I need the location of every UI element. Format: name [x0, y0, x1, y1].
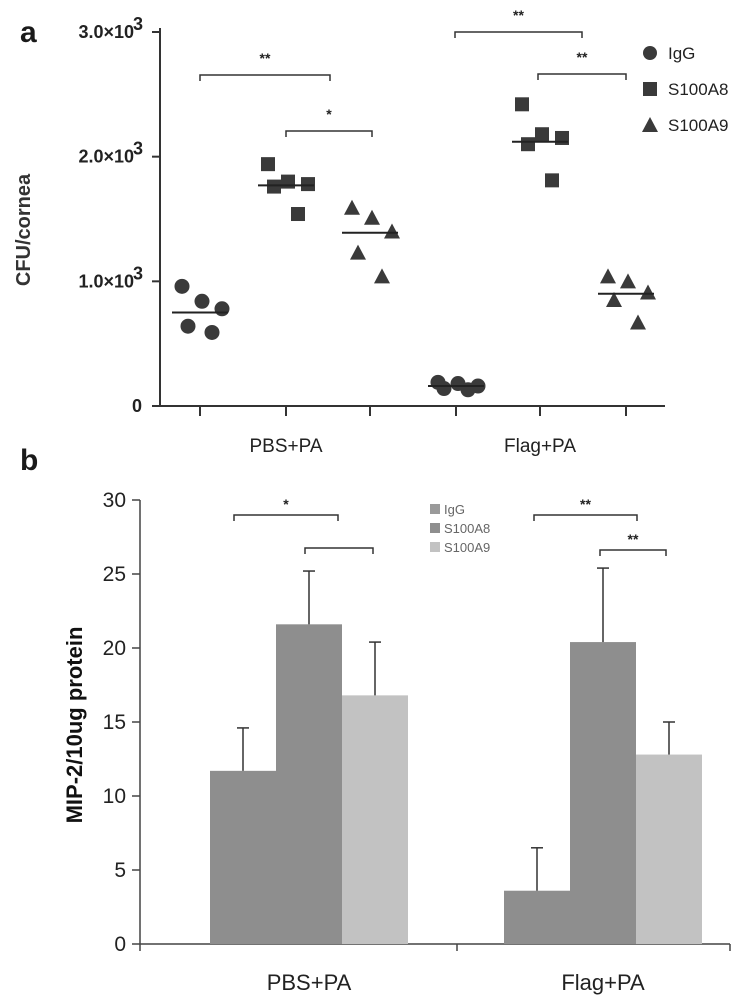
panel-b-y-axis-label: MIP-2/10ug protein — [62, 627, 87, 824]
panel-a-point-igg — [180, 318, 196, 334]
panel-b-significance-bracket — [533, 514, 638, 521]
panel-a-points — [174, 97, 656, 398]
panel-a-significance-label: ** — [260, 50, 271, 66]
panel-b-bar-s100a9 — [342, 695, 408, 944]
panel-a-significance: ******* — [199, 7, 627, 137]
panel-a-point-s100a9 — [344, 199, 360, 215]
panel-b-bar-s100a8 — [276, 624, 342, 944]
panel-a-point-s100a9 — [350, 244, 366, 260]
panel-a-legend-marker-igg — [643, 46, 657, 60]
panel-b-y-tick-label: 20 — [103, 637, 126, 660]
panel-a-point-s100a8 — [291, 207, 305, 222]
panel-a-point-igg — [460, 382, 476, 398]
panel-a-point-s100a8 — [267, 179, 281, 194]
panel-a-point-s100a8 — [545, 173, 559, 188]
panel-b-significance-bracket — [304, 547, 374, 554]
panel-b-x-categories: PBS+PA Flag+PA — [267, 970, 645, 995]
panel-a-point-igg — [174, 278, 190, 294]
panel-a-legend-label-s100a8: S100A8 — [668, 80, 729, 99]
panel-a-point-igg — [194, 293, 210, 309]
panel-a-y-tick-label: 3.0×10 — [78, 22, 134, 42]
panel-a-point-s100a9 — [374, 268, 390, 284]
panel-a-point-s100a9 — [606, 292, 622, 308]
panel-a-legend-marker-s100a8 — [643, 82, 657, 96]
panel-b-significance-label: ** — [628, 531, 639, 547]
panel-a-significance-bracket — [199, 74, 331, 81]
panel-b-y-tick-label: 15 — [103, 711, 126, 734]
panel-a-point-igg — [436, 381, 452, 397]
panel-b-y-tick-label: 0 — [114, 933, 126, 956]
panel-a-point-s100a9 — [620, 273, 636, 289]
panel-b-y-tick-label: 25 — [103, 563, 126, 586]
panel-b-bars — [210, 624, 702, 944]
panel-b-bar-igg — [210, 770, 276, 944]
panel-a-letter: a — [20, 16, 37, 49]
panel-a-point-s100a8 — [521, 137, 535, 152]
panel-b-significance-bracket — [233, 514, 339, 521]
panel-b-y-tick-label: 10 — [103, 785, 126, 808]
panel-b-legend: IgG S100A8 S100A9 — [430, 502, 490, 555]
panel-b-legend-swatch-s100a9 — [430, 542, 440, 552]
panel-a-point-igg — [204, 324, 220, 340]
panel-a-category-pbs-pa: PBS+PA — [249, 436, 322, 457]
panel-b-y-ticks: 0 5 10 15 20 25 30 — [103, 489, 140, 956]
panel-a-point-s100a9 — [600, 268, 616, 284]
panel-b-category-pbs-pa: PBS+PA — [267, 970, 352, 995]
panel-b-chart: b MIP-2/10ug protein 0 5 10 15 20 25 30 PBS+PA… — [20, 444, 731, 995]
panel-a-point-s100a8 — [301, 177, 315, 192]
panel-b-significance-label: ** — [580, 496, 591, 512]
panel-a-significance-bracket — [454, 31, 583, 38]
panel-a-point-igg — [214, 301, 230, 317]
panel-b-significance-label: * — [283, 496, 289, 512]
panel-a-y-tick-label: 2.0×10 — [78, 147, 134, 167]
panel-a-point-s100a9 — [630, 314, 646, 330]
panel-b-bar-s100a8 — [570, 642, 636, 944]
panel-a-point-s100a8 — [555, 130, 569, 145]
panel-b-error-bars — [237, 567, 675, 891]
panel-a-y-tick-label: 1.0×10 — [78, 271, 134, 291]
panel-a-significance-label: * — [326, 106, 332, 122]
panel-b-y-tick-label: 5 — [114, 859, 126, 882]
panel-b-category-flag-pa: Flag+PA — [561, 970, 645, 995]
panel-a-point-s100a8 — [535, 127, 549, 142]
panel-a-significance-label: ** — [577, 49, 588, 65]
panel-a-legend-label-igg: IgG — [668, 44, 695, 63]
panel-a-point-s100a8 — [261, 157, 275, 172]
panel-a-y-tick-exponent: 3 — [133, 263, 143, 283]
panel-b-legend-label-igg: IgG — [444, 502, 465, 517]
panel-a-y-tick-exponent: 3 — [133, 14, 143, 34]
panel-b-bar-igg — [504, 890, 570, 944]
panel-a-point-s100a9 — [384, 223, 400, 239]
panel-a-y-tick-exponent: 3 — [133, 139, 143, 159]
panel-a-y-axis-label: CFU/cornea — [13, 173, 35, 286]
panel-b-bar-s100a9 — [636, 754, 702, 944]
panel-a-legend-marker-s100a9 — [642, 117, 658, 132]
panel-a-y-tick-label: 0 — [132, 396, 142, 416]
panel-b-legend-label-s100a9: S100A9 — [444, 540, 490, 555]
panel-a-point-s100a8 — [281, 174, 295, 189]
panel-a-legend: IgG S100A8 S100A9 — [642, 44, 729, 135]
panel-b-significance-bracket — [599, 549, 667, 556]
panel-a-point-s100a8 — [515, 97, 529, 112]
panel-a-significance-bracket — [537, 73, 627, 80]
panel-a-significance-bracket — [285, 130, 373, 137]
panel-b-legend-swatch-igg — [430, 504, 440, 514]
panel-a-point-s100a9 — [640, 284, 656, 300]
panel-a-point-s100a9 — [364, 209, 380, 225]
panel-b-legend-swatch-s100a8 — [430, 523, 440, 533]
panel-b-legend-label-s100a8: S100A8 — [444, 521, 490, 536]
panel-a-mean-lines — [172, 140, 654, 388]
panel-a-significance-label: ** — [513, 7, 524, 23]
panel-a-legend-label-s100a9: S100A9 — [668, 116, 729, 135]
panel-a-axes — [159, 28, 665, 416]
panel-a-category-flag-pa: Flag+PA — [504, 436, 576, 457]
panel-a-x-categories: PBS+PA Flag+PA — [249, 436, 576, 457]
panel-b-y-tick-label: 30 — [103, 489, 126, 512]
panel-b-letter: b — [20, 444, 38, 477]
panel-b-significance: * **** — [233, 496, 667, 556]
